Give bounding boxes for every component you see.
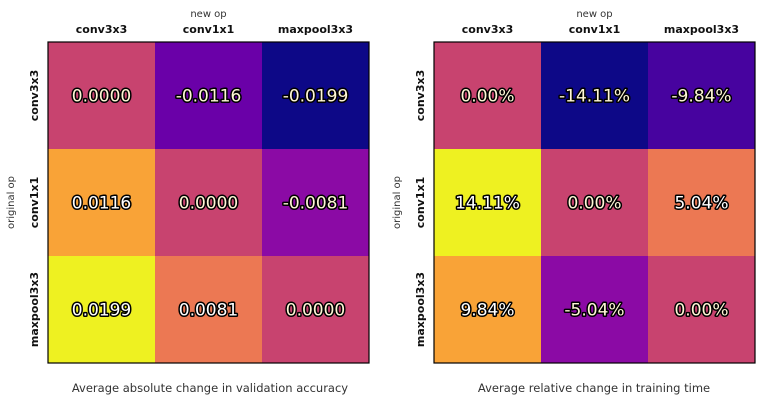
heatmap-frame <box>47 41 370 364</box>
cell-value-label: 0.00% <box>460 87 514 107</box>
heatmap-cell <box>541 256 648 363</box>
heatmap-cell <box>155 149 262 256</box>
heatmap-cell <box>648 256 755 363</box>
cell-value-label: 0.0116 <box>72 194 131 214</box>
row-tick-label: conv1x1 <box>414 177 427 228</box>
column-tick-label: conv3x3 <box>462 23 513 36</box>
y-axis-label: original op <box>392 176 403 229</box>
chart-caption: Average relative change in training time <box>478 381 710 395</box>
row-tick-label: maxpool3x3 <box>28 272 41 347</box>
cell-value-label: 0.0000 <box>72 87 131 107</box>
row-tick-label: conv3x3 <box>28 70 41 121</box>
heatmap-cell <box>434 256 541 363</box>
heatmap-cell <box>262 256 369 363</box>
y-axis-label: original op <box>6 176 17 229</box>
cell-value-label: 0.0081 <box>179 301 238 321</box>
row-tick-label: conv1x1 <box>28 177 41 228</box>
heatmap-cell <box>155 256 262 363</box>
cell-value-label: 9.84% <box>460 301 514 321</box>
cell-value-label: -0.0116 <box>176 87 242 107</box>
heatmap-cell <box>541 149 648 256</box>
row-tick-label: conv3x3 <box>414 70 427 121</box>
heatmap-frame <box>433 41 756 364</box>
heatmap-cell <box>48 256 155 363</box>
cell-value-label: -0.0199 <box>283 87 349 107</box>
cell-value-label: 0.00% <box>674 301 728 321</box>
cell-value-label: -0.0081 <box>283 194 349 214</box>
cell-value-label: 0.00% <box>567 194 621 214</box>
heatmap-cell <box>434 42 541 149</box>
heatmap-cell <box>434 149 541 256</box>
column-tick-label: conv3x3 <box>76 23 127 36</box>
cell-value-label: 14.11% <box>455 194 520 214</box>
cell-value-label: 0.0000 <box>286 301 345 321</box>
cell-value-label: 0.0000 <box>179 194 238 214</box>
cell-value-label: -9.84% <box>671 87 731 107</box>
x-axis-label: new op <box>190 9 226 20</box>
x-axis-label: new op <box>576 9 612 20</box>
column-tick-label: maxpool3x3 <box>278 23 353 36</box>
column-tick-label: maxpool3x3 <box>664 23 739 36</box>
heatmap-cell <box>262 42 369 149</box>
column-tick-label: conv1x1 <box>569 23 620 36</box>
cell-value-label: 5.04% <box>674 194 728 214</box>
heatmap-cell <box>155 42 262 149</box>
cell-value-label: -14.11% <box>559 87 630 107</box>
cell-value-label: -5.04% <box>564 301 624 321</box>
heatmap-cell <box>648 149 755 256</box>
chart-caption: Average absolute change in validation ac… <box>72 381 348 395</box>
heatmap-cell <box>48 42 155 149</box>
row-tick-label: maxpool3x3 <box>414 272 427 347</box>
heatmap-cell <box>262 149 369 256</box>
heatmap-cell <box>648 42 755 149</box>
column-tick-label: conv1x1 <box>183 23 234 36</box>
heatmap-cell <box>541 42 648 149</box>
heatmap-cell <box>48 149 155 256</box>
cell-value-label: 0.0199 <box>72 301 131 321</box>
